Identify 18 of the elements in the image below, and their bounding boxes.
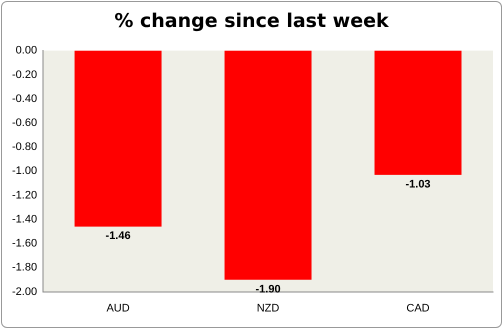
x-tick-label: NZD (256, 302, 280, 314)
y-tick-label: -0.40 (12, 92, 38, 105)
data-label: -1.90 (255, 283, 281, 296)
y-tick-label: -1.60 (12, 238, 38, 250)
y-tick-label: -1.20 (12, 189, 38, 202)
data-label: -1.03 (405, 178, 431, 190)
x-tick-label: CAD (406, 302, 430, 314)
y-tick-label: -2.00 (12, 286, 38, 298)
y-tick-label: 0.00 (16, 44, 38, 57)
chart-title: % change since last week (113, 10, 390, 32)
x-tick-label: AUD (106, 302, 130, 314)
y-tick-label: -1.00 (12, 165, 38, 178)
y-tick-label: -1.80 (12, 262, 38, 274)
data-label: -1.46 (106, 230, 131, 242)
y-tick-label: -0.20 (12, 68, 38, 81)
y-tick-label: -0.60 (12, 116, 38, 129)
y-tick-label: -1.40 (12, 213, 38, 226)
y-tick-label: -0.80 (12, 141, 38, 154)
